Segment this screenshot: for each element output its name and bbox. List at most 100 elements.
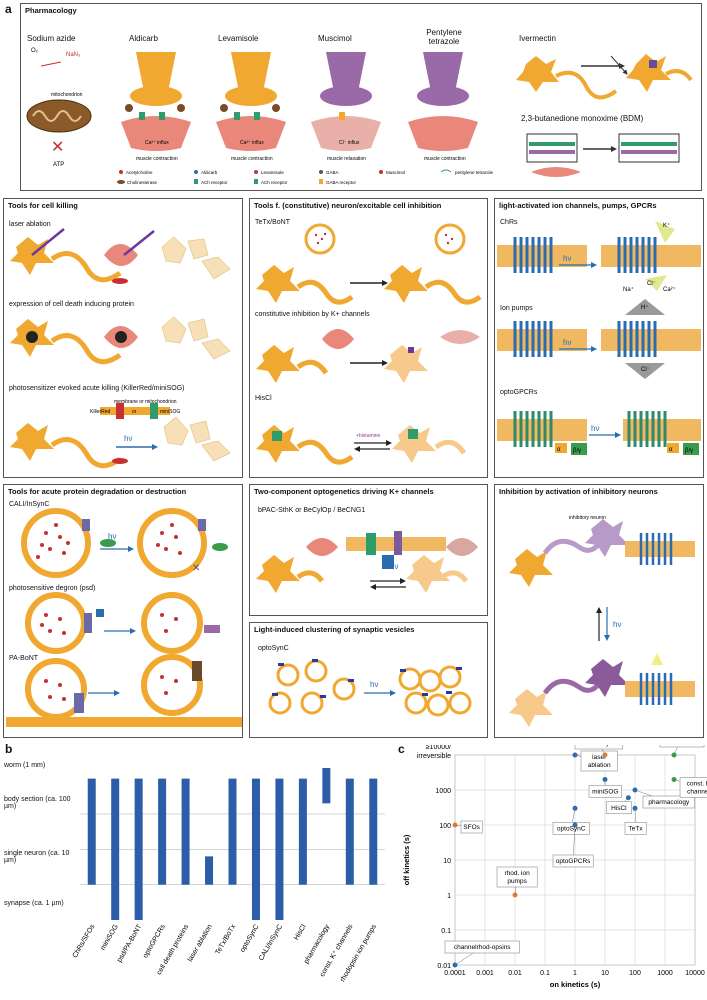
svg-text:H⁺: H⁺ [641, 304, 649, 311]
b-bar [251, 778, 260, 920]
svg-text:Muscimol: Muscimol [386, 170, 405, 175]
mitochondrion-label: mitochondrion [51, 92, 83, 98]
pharmacology-panel: Pharmacology Sodium azide Aldicarb Levam… [20, 3, 702, 191]
svg-text:Ca²⁺: Ca²⁺ [663, 286, 676, 293]
two-component-illustration: hν [256, 531, 478, 593]
inhibition-item-tetx: TeTx/BoNT [255, 219, 291, 226]
c-xtick: 100 [629, 970, 641, 977]
c-xtick: 0.0001 [444, 970, 466, 977]
panel-letter-b: b [5, 742, 13, 756]
b-category-label: optoGPCRs [142, 923, 167, 959]
b-bar [205, 856, 214, 885]
svg-text:KillerRed: KillerRed [90, 409, 111, 415]
col-ivermectin: Ivermectin [519, 34, 556, 43]
b-ylevel-2: single neuron (ca. 10 µm) [4, 850, 70, 864]
mitochondrion-icon [26, 99, 92, 133]
svg-text:β/γ: β/γ [573, 448, 581, 454]
light-item-optogpcrs: optoGPCRs [500, 389, 538, 396]
chart-b: worm (1 mm) body section (ca. 100 µm) si… [0, 760, 395, 1000]
svg-text:α: α [557, 447, 561, 453]
c-label-box [588, 785, 622, 798]
b-bar [134, 778, 143, 920]
col-muscimol: Muscimol [318, 34, 352, 43]
c-point-label: optoSynC [557, 825, 586, 832]
b-bar [158, 778, 167, 885]
c-point [671, 776, 677, 782]
c-point [602, 776, 608, 782]
c-label-box [496, 866, 538, 888]
aldicarb-synapse-icon [121, 52, 191, 151]
svg-text:β/γ: β/γ [685, 448, 693, 454]
b-bar [87, 778, 96, 885]
b-category-label: laser ablation [187, 923, 214, 963]
levamisole-synapse-icon [216, 52, 286, 151]
c-label-box [659, 745, 705, 748]
c-point-label: pharmacology [648, 799, 690, 806]
b-bar [181, 778, 190, 885]
c-point-label: CALI/InSynC [580, 745, 618, 747]
svg-text:hν: hν [591, 424, 599, 433]
b-ylevel-0: worm (1 mm) [4, 762, 46, 769]
c-ytick: ≥10000/irreversible [417, 745, 451, 760]
inhibitory-illustration: inhibitory neuron hν [509, 515, 695, 727]
chart-c-plot: 0.0001 0.001 0.01 0.1 1 10 100 1000 10000 0.01 0.1… [402, 745, 707, 989]
svg-text:Aldicarb: Aldicarb [201, 170, 218, 175]
light-item-chrs: ChRs [500, 219, 518, 226]
svg-text:✕: ✕ [51, 139, 64, 156]
b-category-label: TeTx/BoTx [214, 923, 237, 956]
panel-letter-a: a [5, 2, 12, 16]
light-channels-panel: light-activated ion channels, pumps, GPC… [494, 198, 704, 478]
c-label-box [552, 822, 590, 835]
b-bar [275, 778, 284, 920]
muscimol-caption: muscle relaxation [327, 156, 366, 162]
svg-text:hν: hν [370, 680, 378, 689]
c-point-label: channelrhod-opsins [454, 944, 511, 951]
inhibition-item-hiscl: HisCl [255, 395, 272, 402]
degradation-item-pabont: PA-BoNT [9, 655, 39, 662]
two-component-subtitle: bPAC-SthK or BeCylOp / BeCNG1 [258, 507, 366, 514]
svg-text:GABA: GABA [326, 170, 339, 175]
clustering-title: Light-induced clustering of synaptic ves… [254, 625, 415, 634]
svg-text:Acetylcholine: Acetylcholine [126, 170, 153, 175]
c-point-label: TeTx [629, 825, 644, 832]
light-channels-illustration: hν K⁺ Na⁺ Cl⁻ Ca²⁺ hν H⁺ Cl⁻ α β/γ hν [497, 221, 701, 455]
cell-killing-item-death-protein: expression of cell death inducing protei… [9, 301, 134, 308]
ptz-synapse-icon [408, 52, 478, 151]
c-xtick: 0.001 [476, 970, 494, 977]
svg-text:Levamisole: Levamisole [261, 170, 284, 175]
c-xtick: 10000 [685, 970, 705, 977]
inhibitory-title: Inhibition by activation of inhibitory n… [499, 487, 658, 496]
svg-text:hν: hν [108, 532, 116, 541]
c-point-label: const. K⁺channels [687, 780, 707, 795]
c-label-box [679, 777, 707, 798]
c-xtick: 10 [601, 970, 609, 977]
svg-text:✕: ✕ [192, 563, 200, 574]
c-ytick: 0.1 [441, 928, 451, 935]
levamisole-influx: Ca²⁺ influx [240, 140, 264, 146]
c-label-box [574, 745, 624, 750]
pharmacology-legend: Acetylcholine Aldicarb Levamisole GABA M… [117, 169, 494, 185]
c-point-label: laser ablation [588, 754, 611, 769]
ivermectin-neuron-icon [516, 54, 693, 100]
two-component-title: Two-component optogenetics driving K+ ch… [254, 487, 434, 496]
c-label-box [580, 750, 618, 772]
muscimol-synapse-icon [311, 52, 381, 151]
bdm-muscle-icon [526, 133, 680, 177]
cell-killing-item-photosensitizer: photosensitizer evoked acute killing (Ki… [9, 385, 185, 392]
aldicarb-caption: muscle contraction [136, 156, 178, 162]
b-bar [111, 778, 120, 920]
svg-text:Cholinesterase: Cholinesterase [127, 180, 158, 185]
c-xtick: 0.1 [540, 970, 550, 977]
two-component-panel: Two-component optogenetics driving K+ ch… [249, 484, 488, 616]
c-xtick: 1 [573, 970, 577, 977]
cell-killing-panel: Tools for cell killing laser ablation ex… [3, 198, 243, 478]
b-bar [345, 778, 354, 885]
c-xtick: 0.01 [508, 970, 522, 977]
levamisole-caption: muscle contraction [231, 156, 273, 162]
col-levamisole: Levamisole [218, 34, 259, 43]
cell-killing-item-laser: laser ablation [9, 221, 51, 228]
c-label-box [642, 795, 695, 809]
degradation-panel: Tools for acute protein degradation or d… [3, 484, 243, 738]
b-category-label: CALI/InSynC [258, 924, 284, 963]
b-category-label: ChRs/SFOs [72, 923, 97, 959]
